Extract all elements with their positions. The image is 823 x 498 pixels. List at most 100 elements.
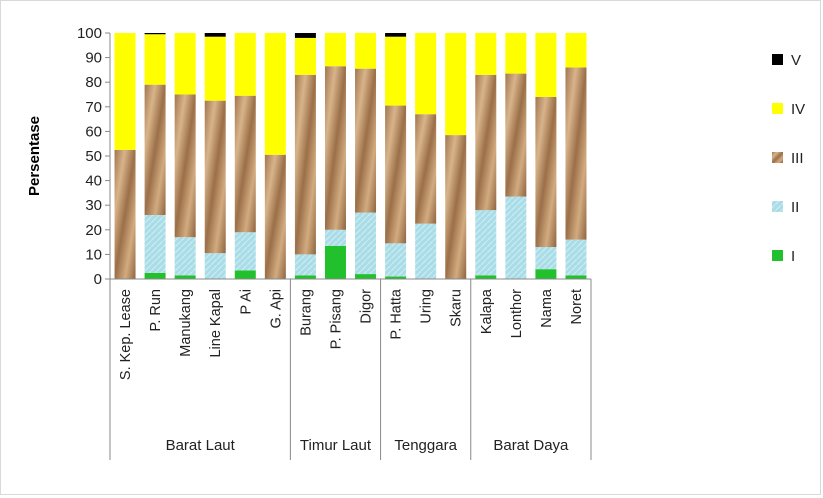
bar-segment-iv [355,33,377,69]
bar-segment-iv [445,33,467,136]
y-tick-label: 10 [85,246,102,263]
bar-segment-ii [565,239,587,276]
bar-segment-iv [264,33,286,155]
bar-segment-ii [174,237,196,276]
bar-segment-iii [174,94,196,238]
x-category-label: Noret [569,289,585,324]
bar-segment-iv [535,33,557,97]
legend-label: V [791,52,801,69]
bar-segment-ii [144,215,166,273]
y-tick-label: 60 [85,123,102,140]
bar-stack [264,33,286,279]
bar-stack [415,33,437,279]
y-tick-label: 0 [94,271,102,288]
y-tick-label: 70 [85,99,102,116]
bar-segment-iv [204,36,226,101]
bar-segment-i [385,276,407,279]
bar-segment-iii [385,105,407,244]
legend-swatch [772,152,783,163]
legend-label: III [791,150,804,167]
x-category-label: Burang [298,289,314,336]
bar-segment-i [294,275,316,279]
bar-segment-i [475,275,497,279]
x-category-label: Kalapa [479,288,495,334]
y-tick-label: 80 [85,74,102,91]
bar-segment-iii [565,67,587,240]
bar-segment-ii [294,254,316,276]
y-axis-title: Persentase [26,116,43,196]
bar-segment-iii [204,100,226,254]
bar-stack [535,33,557,279]
bar-stacks [114,33,587,279]
x-category-label: G. Api [268,289,284,329]
legend-swatch [772,54,783,65]
bar-segment-iii [234,95,256,233]
bar-segment-ii [324,229,346,246]
bar-segment-ii [415,223,437,279]
x-category-label: S. Kep. Lease [118,289,134,380]
legend-label: I [791,248,795,265]
bar-segment-i [144,272,166,279]
legend-label: IV [791,101,805,118]
legend-swatch [772,250,783,261]
group-label: Barat Laut [166,437,236,454]
x-category-label: P Ai [238,289,254,315]
y-tick-label: 20 [85,222,102,239]
y-tick-label: 90 [85,50,102,67]
y-tick-label: 30 [85,197,102,214]
bar-segment-ii [535,247,557,270]
group-label: Tenggara [394,437,457,454]
y-tick-label: 40 [85,173,102,190]
bar-segment-iv [475,33,497,75]
bar-segment-iii [355,68,377,213]
bar-segment-v [294,33,316,38]
bar-segment-iii [475,74,497,211]
bar-stack [505,33,527,279]
y-axis-ticks: 0 10 20 30 40 50 60 70 80 90 100 [77,25,110,288]
bar-stack [385,33,407,279]
bar-stack [174,33,196,279]
x-category-label: Digor [359,289,375,324]
bar-stack [114,33,136,279]
bar-segment-ii [475,210,497,276]
y-tick-label: 50 [85,148,102,165]
bar-stack [294,33,316,279]
bar-segment-v [144,33,166,35]
bar-segment-iii [144,84,166,216]
bar-segment-i [174,275,196,279]
bar-segment-i [355,274,377,279]
bar-segment-iii [505,73,527,197]
bar-stack [355,33,377,279]
bar-segment-i [234,270,256,279]
bar-segment-i [324,245,346,279]
bar-segment-iii [415,114,437,224]
bar-segment-iv [505,33,527,74]
bar-segment-iv [385,36,407,106]
bar-segment-ii [234,232,256,271]
x-category-label: P. Run [148,289,164,331]
bar-segment-iv [234,33,256,96]
bar-stack [324,33,346,279]
bar-segment-iii [294,74,316,255]
x-axis-category-labels: S. Kep. Lease P. Run Manukang Line Kapal P A… [118,288,585,380]
legend-swatch [772,201,783,212]
bar-segment-i [565,275,587,279]
bar-segment-iv [144,34,166,85]
x-category-label: Manukang [178,289,194,357]
legend-item: IV [772,101,805,118]
bar-segment-v [385,33,407,37]
legend-item: V [772,52,801,69]
bar-segment-i [535,269,557,279]
bar-segment-ii [355,212,377,275]
bar-stack [204,33,226,279]
bar-segment-ii [505,196,527,279]
x-category-label: Skaru [449,289,465,327]
bar-segment-iv [114,33,136,150]
group-label: Timur Laut [300,437,372,454]
bar-segment-iii [535,96,557,248]
x-category-label: P. Hatta [389,288,405,339]
bar-segment-iv [294,37,316,75]
